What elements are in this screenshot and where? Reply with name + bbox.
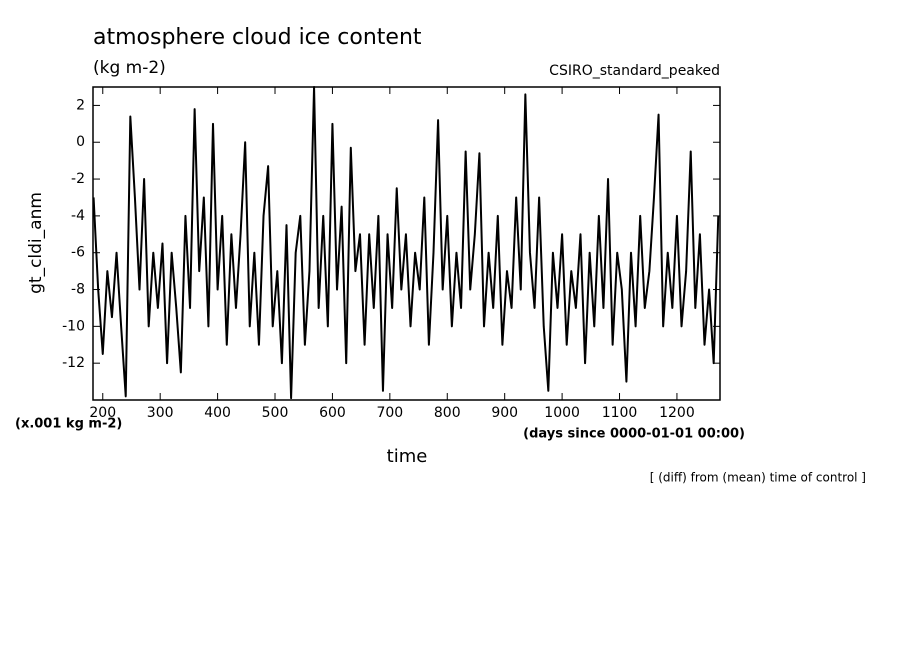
chart-subtitle: (kg m-2) <box>93 58 166 78</box>
x-tick-label: 200 <box>89 405 116 421</box>
data-line <box>92 86 720 400</box>
run-label: CSIRO_standard_peaked <box>549 63 720 79</box>
y-tick-label: 0 <box>76 134 85 150</box>
chart-title: atmosphere cloud ice content <box>93 25 422 50</box>
y-tick-label: -8 <box>71 282 85 298</box>
x-tick-label: 1200 <box>659 405 695 421</box>
note: [ (diff) from (mean) time of control ] <box>650 471 866 485</box>
plot-frame <box>92 86 721 401</box>
y-tick-label: 2 <box>76 97 85 113</box>
y-units: (x.001 kg m-2) <box>15 417 122 432</box>
y-tick-label: -2 <box>71 171 85 187</box>
y-tick-label: -12 <box>62 355 85 371</box>
y-tick-label: -6 <box>71 245 85 261</box>
x-tick-label: 1000 <box>544 405 580 421</box>
x-tick-label: 400 <box>204 405 231 421</box>
y-tick-label: -10 <box>62 318 85 334</box>
x-axis-label: time <box>387 446 428 467</box>
x-tick-label: 700 <box>376 405 403 421</box>
x-tick-label: 900 <box>491 405 518 421</box>
y-tick-label: -4 <box>71 208 85 224</box>
y-axis-label: gt_cldi_anm <box>26 192 46 294</box>
x-tick-label: 1100 <box>602 405 638 421</box>
x-tick-label: 300 <box>147 405 174 421</box>
x-tick-label: 800 <box>434 405 461 421</box>
x-tick-label: 500 <box>262 405 289 421</box>
x-tick-label: 600 <box>319 405 346 421</box>
x-units: (days since 0000-01-01 00:00) <box>523 427 745 442</box>
